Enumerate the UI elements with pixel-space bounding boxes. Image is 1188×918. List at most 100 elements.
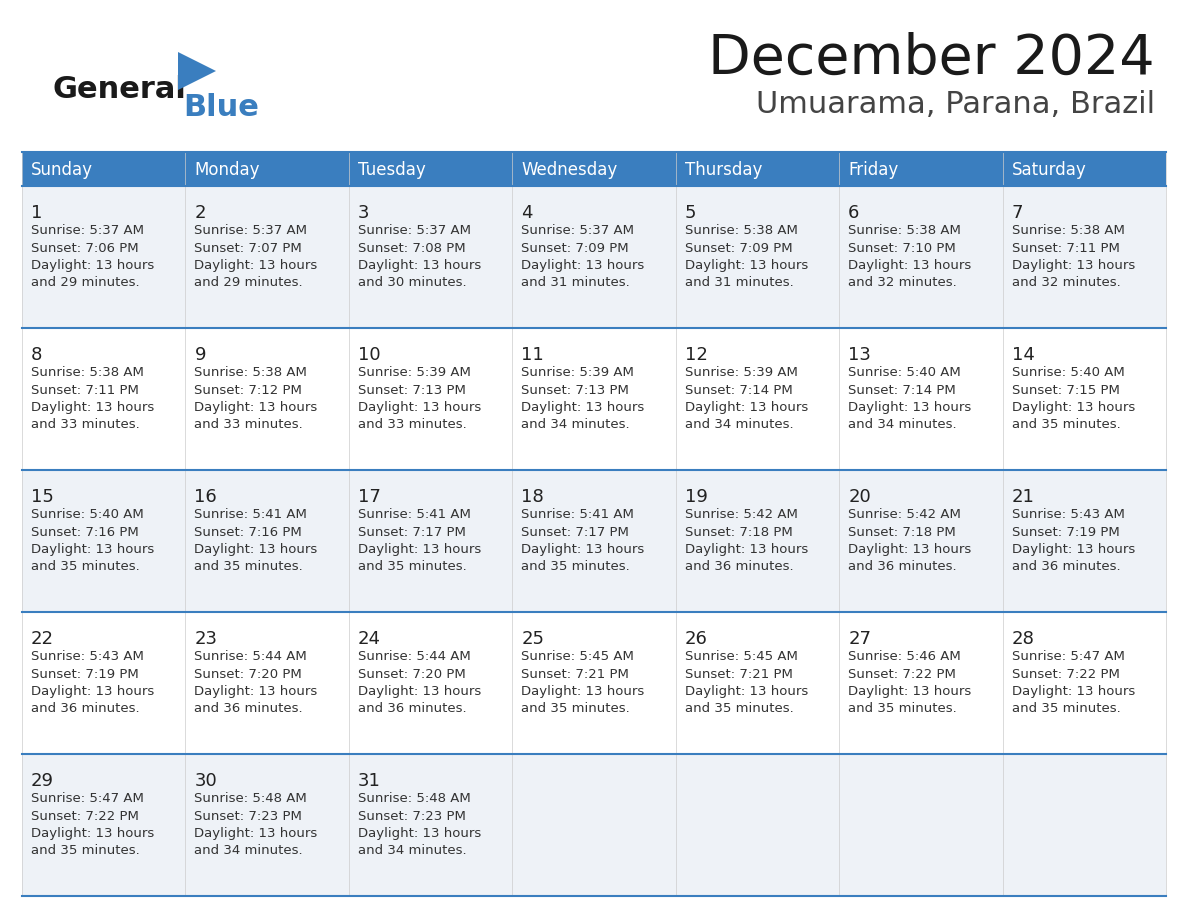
Text: 30: 30 bbox=[195, 772, 217, 790]
Polygon shape bbox=[178, 52, 216, 90]
Text: Sunset: 7:17 PM: Sunset: 7:17 PM bbox=[522, 525, 630, 539]
Text: and 33 minutes.: and 33 minutes. bbox=[31, 419, 140, 431]
Text: and 34 minutes.: and 34 minutes. bbox=[522, 419, 630, 431]
Text: and 34 minutes.: and 34 minutes. bbox=[848, 419, 956, 431]
Text: Sunset: 7:06 PM: Sunset: 7:06 PM bbox=[31, 241, 139, 254]
Bar bbox=[23, 186, 1165, 328]
Text: Sunrise: 5:42 AM: Sunrise: 5:42 AM bbox=[684, 508, 797, 521]
Text: Sunrise: 5:38 AM: Sunrise: 5:38 AM bbox=[31, 366, 144, 379]
Text: and 33 minutes.: and 33 minutes. bbox=[358, 419, 467, 431]
Text: Sunrise: 5:38 AM: Sunrise: 5:38 AM bbox=[684, 224, 797, 237]
Text: and 36 minutes.: and 36 minutes. bbox=[848, 561, 956, 574]
Text: Sunrise: 5:46 AM: Sunrise: 5:46 AM bbox=[848, 650, 961, 663]
Text: Daylight: 13 hours: Daylight: 13 hours bbox=[358, 259, 481, 272]
Text: Sunset: 7:18 PM: Sunset: 7:18 PM bbox=[848, 525, 956, 539]
Text: 16: 16 bbox=[195, 488, 217, 506]
Text: Daylight: 13 hours: Daylight: 13 hours bbox=[848, 401, 972, 414]
Text: 3: 3 bbox=[358, 204, 369, 222]
Text: and 30 minutes.: and 30 minutes. bbox=[358, 276, 467, 289]
Text: 15: 15 bbox=[31, 488, 53, 506]
Text: and 35 minutes.: and 35 minutes. bbox=[31, 845, 140, 857]
Text: Sunset: 7:07 PM: Sunset: 7:07 PM bbox=[195, 241, 302, 254]
Text: Sunrise: 5:41 AM: Sunrise: 5:41 AM bbox=[195, 508, 308, 521]
Text: Sunset: 7:14 PM: Sunset: 7:14 PM bbox=[684, 384, 792, 397]
Text: Sunday: Sunday bbox=[31, 161, 93, 179]
Text: Sunrise: 5:45 AM: Sunrise: 5:45 AM bbox=[522, 650, 634, 663]
Text: Daylight: 13 hours: Daylight: 13 hours bbox=[195, 259, 317, 272]
Text: Daylight: 13 hours: Daylight: 13 hours bbox=[31, 543, 154, 556]
Text: and 35 minutes.: and 35 minutes. bbox=[31, 561, 140, 574]
Text: Sunset: 7:21 PM: Sunset: 7:21 PM bbox=[684, 667, 792, 680]
Text: Sunset: 7:15 PM: Sunset: 7:15 PM bbox=[1011, 384, 1119, 397]
Text: and 35 minutes.: and 35 minutes. bbox=[1011, 419, 1120, 431]
Text: 28: 28 bbox=[1011, 630, 1035, 648]
Text: Daylight: 13 hours: Daylight: 13 hours bbox=[848, 685, 972, 698]
Text: Daylight: 13 hours: Daylight: 13 hours bbox=[1011, 685, 1135, 698]
Text: Sunrise: 5:39 AM: Sunrise: 5:39 AM bbox=[358, 366, 470, 379]
Text: Wednesday: Wednesday bbox=[522, 161, 618, 179]
Bar bbox=[23, 612, 1165, 754]
Text: and 35 minutes.: and 35 minutes. bbox=[1011, 702, 1120, 715]
Text: Sunrise: 5:47 AM: Sunrise: 5:47 AM bbox=[31, 792, 144, 805]
Text: and 31 minutes.: and 31 minutes. bbox=[684, 276, 794, 289]
Text: 22: 22 bbox=[31, 630, 53, 648]
Text: Daylight: 13 hours: Daylight: 13 hours bbox=[684, 543, 808, 556]
Text: Sunrise: 5:43 AM: Sunrise: 5:43 AM bbox=[1011, 508, 1125, 521]
Text: 24: 24 bbox=[358, 630, 381, 648]
Text: Sunset: 7:10 PM: Sunset: 7:10 PM bbox=[848, 241, 956, 254]
Text: Sunrise: 5:41 AM: Sunrise: 5:41 AM bbox=[522, 508, 634, 521]
Text: 27: 27 bbox=[848, 630, 871, 648]
Text: Sunrise: 5:45 AM: Sunrise: 5:45 AM bbox=[684, 650, 797, 663]
Text: Blue: Blue bbox=[183, 94, 259, 122]
Text: General: General bbox=[52, 75, 185, 105]
Text: and 34 minutes.: and 34 minutes. bbox=[358, 845, 467, 857]
Text: Sunrise: 5:41 AM: Sunrise: 5:41 AM bbox=[358, 508, 470, 521]
Text: Sunset: 7:18 PM: Sunset: 7:18 PM bbox=[684, 525, 792, 539]
Text: 5: 5 bbox=[684, 204, 696, 222]
Text: Sunset: 7:19 PM: Sunset: 7:19 PM bbox=[1011, 525, 1119, 539]
Text: Sunrise: 5:39 AM: Sunrise: 5:39 AM bbox=[684, 366, 797, 379]
Text: Sunset: 7:14 PM: Sunset: 7:14 PM bbox=[848, 384, 956, 397]
Text: Sunset: 7:09 PM: Sunset: 7:09 PM bbox=[684, 241, 792, 254]
Text: Daylight: 13 hours: Daylight: 13 hours bbox=[358, 685, 481, 698]
Text: and 32 minutes.: and 32 minutes. bbox=[1011, 276, 1120, 289]
Text: Daylight: 13 hours: Daylight: 13 hours bbox=[684, 685, 808, 698]
Text: Daylight: 13 hours: Daylight: 13 hours bbox=[195, 401, 317, 414]
Text: Daylight: 13 hours: Daylight: 13 hours bbox=[522, 543, 645, 556]
Text: 11: 11 bbox=[522, 346, 544, 364]
Text: and 35 minutes.: and 35 minutes. bbox=[684, 702, 794, 715]
Text: 25: 25 bbox=[522, 630, 544, 648]
Text: Daylight: 13 hours: Daylight: 13 hours bbox=[848, 543, 972, 556]
Text: Daylight: 13 hours: Daylight: 13 hours bbox=[195, 543, 317, 556]
Text: and 36 minutes.: and 36 minutes. bbox=[358, 702, 467, 715]
Text: Sunset: 7:20 PM: Sunset: 7:20 PM bbox=[195, 667, 302, 680]
Text: Sunset: 7:20 PM: Sunset: 7:20 PM bbox=[358, 667, 466, 680]
Text: Daylight: 13 hours: Daylight: 13 hours bbox=[522, 685, 645, 698]
Text: 6: 6 bbox=[848, 204, 859, 222]
Text: Thursday: Thursday bbox=[684, 161, 762, 179]
Text: Daylight: 13 hours: Daylight: 13 hours bbox=[195, 685, 317, 698]
Text: 8: 8 bbox=[31, 346, 43, 364]
Text: Sunset: 7:21 PM: Sunset: 7:21 PM bbox=[522, 667, 630, 680]
Text: Daylight: 13 hours: Daylight: 13 hours bbox=[31, 259, 154, 272]
Text: 12: 12 bbox=[684, 346, 708, 364]
Text: Sunrise: 5:37 AM: Sunrise: 5:37 AM bbox=[31, 224, 144, 237]
Text: and 35 minutes.: and 35 minutes. bbox=[195, 561, 303, 574]
Text: Daylight: 13 hours: Daylight: 13 hours bbox=[522, 259, 645, 272]
Text: Sunset: 7:11 PM: Sunset: 7:11 PM bbox=[31, 384, 139, 397]
Text: and 33 minutes.: and 33 minutes. bbox=[195, 419, 303, 431]
Text: and 35 minutes.: and 35 minutes. bbox=[848, 702, 956, 715]
Text: 9: 9 bbox=[195, 346, 206, 364]
Text: Sunrise: 5:44 AM: Sunrise: 5:44 AM bbox=[358, 650, 470, 663]
Text: Tuesday: Tuesday bbox=[358, 161, 425, 179]
Text: Sunset: 7:12 PM: Sunset: 7:12 PM bbox=[195, 384, 302, 397]
Text: Sunset: 7:23 PM: Sunset: 7:23 PM bbox=[358, 810, 466, 823]
Text: 7: 7 bbox=[1011, 204, 1023, 222]
Text: 26: 26 bbox=[684, 630, 708, 648]
Text: Daylight: 13 hours: Daylight: 13 hours bbox=[358, 401, 481, 414]
Text: Sunset: 7:11 PM: Sunset: 7:11 PM bbox=[1011, 241, 1119, 254]
Text: Umuarama, Parana, Brazil: Umuarama, Parana, Brazil bbox=[756, 90, 1155, 119]
Text: Sunset: 7:16 PM: Sunset: 7:16 PM bbox=[31, 525, 139, 539]
Text: Sunset: 7:16 PM: Sunset: 7:16 PM bbox=[195, 525, 302, 539]
Text: Sunrise: 5:47 AM: Sunrise: 5:47 AM bbox=[1011, 650, 1125, 663]
